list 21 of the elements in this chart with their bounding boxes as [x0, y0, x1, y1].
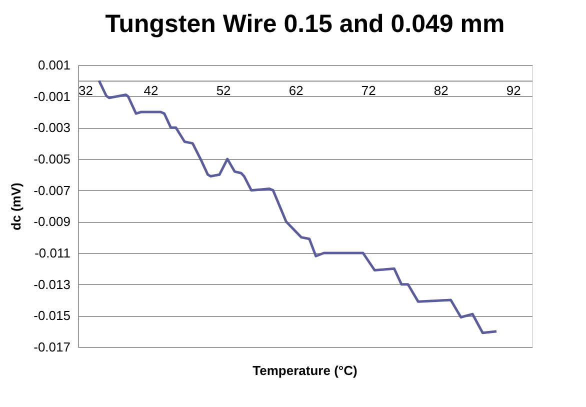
x-tick-label: 32 — [78, 83, 93, 98]
y-tick-label: -0.003 — [34, 120, 70, 136]
y-tick-label: -0.007 — [34, 182, 70, 198]
y-tick-label: -0.009 — [34, 214, 70, 230]
y-tick-label: -0.011 — [34, 246, 70, 260]
y-tick-label: -0.015 — [34, 308, 70, 324]
y-tick-label: 0.001 — [38, 58, 70, 72]
x-tick-label: 82 — [434, 83, 448, 98]
y-tick-label: -0.001 — [34, 88, 70, 104]
y-axis-title: dc (mV) — [8, 182, 24, 230]
x-tick-label: 42 — [144, 83, 158, 98]
y-tick-label: -0.017 — [34, 340, 70, 354]
chart-title: Tungsten Wire 0.15 and 0.049 mm — [105, 10, 505, 38]
line-series — [98, 79, 498, 334]
y-tick-label: -0.013 — [34, 276, 70, 292]
x-tick-label: 52 — [216, 83, 231, 98]
x-tick-label: 62 — [288, 83, 304, 98]
x-tick-label: 72 — [361, 83, 376, 98]
y-tick-label: -0.005 — [34, 152, 70, 166]
x-tick-label: 92 — [506, 83, 521, 98]
x-axis-title: Temperature (°C) — [252, 363, 358, 378]
